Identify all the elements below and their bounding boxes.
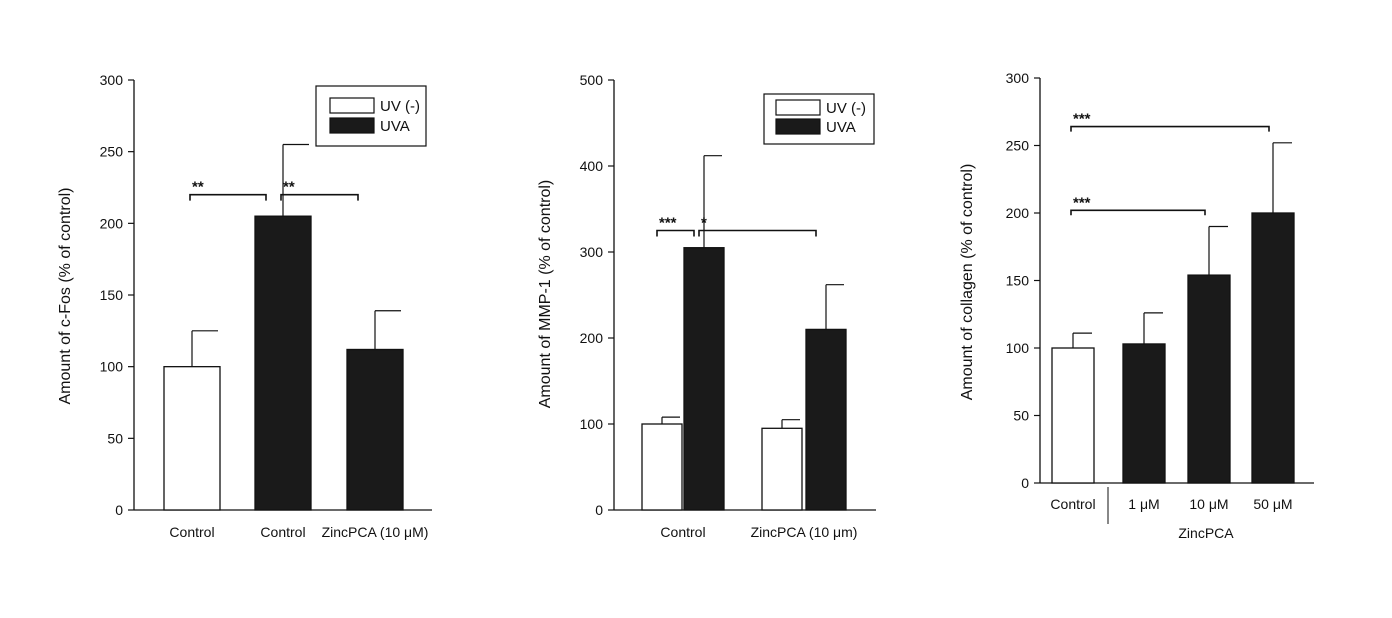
legend: UV (-) UVA — [763, 93, 875, 145]
legend-swatch-uv-neg — [775, 99, 821, 116]
legend-label-uv-neg: UV (-) — [826, 100, 866, 117]
y-ticks: 0 100 200 300 400 500 — [580, 72, 614, 518]
legend-label-uva: UVA — [826, 119, 856, 136]
y-axis-label: Amount of c-Fos (% of control) — [57, 188, 74, 405]
y-axis-label: Amount of collagen (% of control) — [959, 164, 976, 401]
y-tick-label: 100 — [1006, 340, 1030, 356]
bar — [805, 328, 847, 511]
x-tick-label: ZincPCA (10 μm) — [751, 524, 858, 540]
legend-swatch-uv-neg — [329, 97, 375, 114]
y-tick-label: 500 — [580, 72, 604, 88]
y-tick-label: 300 — [100, 72, 124, 88]
legend-box — [315, 85, 427, 147]
x-tick-label: Control — [169, 524, 214, 540]
significance-bracket — [698, 229, 817, 237]
significance-label: ** — [283, 179, 295, 196]
y-tick-label: 150 — [100, 287, 124, 303]
y-tick-label: 250 — [100, 144, 124, 160]
x-tick-label: 1 μM — [1128, 496, 1159, 512]
y-tick-label: 200 — [1006, 205, 1030, 221]
significance-bracket — [1070, 209, 1206, 216]
y-tick-label: 250 — [1006, 138, 1030, 154]
significance-bracket — [280, 193, 359, 201]
y-tick-label: 0 — [595, 502, 603, 518]
y-tick-label: 0 — [115, 502, 123, 518]
significance-label: ** — [192, 179, 204, 196]
group-label-zincpca: ZincPCA — [1178, 525, 1234, 541]
legend: UV (-) UVA — [315, 85, 427, 147]
x-tick-label: 50 μM — [1253, 496, 1292, 512]
y-tick-label: 50 — [107, 430, 123, 446]
significance-label: *** — [1073, 194, 1091, 211]
x-tick-label: ZincPCA (10 μM) — [322, 524, 429, 540]
y-tick-label: 100 — [580, 416, 604, 432]
legend-label-uv-neg: UV (-) — [380, 98, 420, 115]
bar — [1051, 347, 1095, 484]
x-tick-label: Control — [260, 524, 305, 540]
legend-swatch-uva — [775, 118, 821, 135]
significance-bracket — [656, 229, 695, 237]
bar — [1251, 212, 1295, 484]
x-tick-label: 10 μM — [1189, 496, 1228, 512]
bar — [1187, 274, 1231, 484]
significance-label: *** — [1073, 111, 1091, 128]
significance-bracket — [189, 193, 267, 201]
y-tick-label: 150 — [1006, 273, 1030, 289]
bar — [641, 423, 683, 511]
y-tick-label: 300 — [580, 244, 604, 260]
bar — [163, 366, 221, 511]
bar — [761, 427, 803, 511]
bar — [346, 348, 404, 511]
significance-label: *** — [659, 215, 677, 232]
panel-collagen: Amount of collagen (% of control) 0 50 100… — [959, 70, 1314, 541]
bar — [254, 215, 312, 511]
y-tick-label: 0 — [1021, 475, 1029, 491]
y-ticks: 0 50 100 150 200 250 300 — [100, 72, 134, 518]
significance-bracket — [1070, 125, 1270, 132]
significance-label: * — [701, 215, 707, 232]
y-tick-label: 50 — [1013, 408, 1029, 424]
y-ticks: 0 50 100 150 200 250 300 — [1006, 70, 1040, 491]
y-tick-label: 100 — [100, 359, 124, 375]
y-tick-label: 300 — [1006, 70, 1030, 86]
y-tick-label: 200 — [580, 330, 604, 346]
panel-mmp1: Amount of MMP-1 (% of control) 0 100 200 30… — [537, 72, 876, 540]
x-tick-label: Control — [660, 524, 705, 540]
bar — [1122, 343, 1166, 484]
y-axis-label: Amount of MMP-1 (% of control) — [537, 180, 554, 409]
legend-label-uva: UVA — [380, 118, 410, 135]
y-tick-label: 400 — [580, 158, 604, 174]
legend-swatch-uva — [329, 117, 375, 134]
panel-cfos: Amount of c-Fos (% of control) 0 50 100 150… — [57, 72, 432, 540]
bar — [683, 247, 725, 511]
x-tick-label: Control — [1050, 496, 1095, 512]
y-tick-label: 200 — [100, 215, 124, 231]
